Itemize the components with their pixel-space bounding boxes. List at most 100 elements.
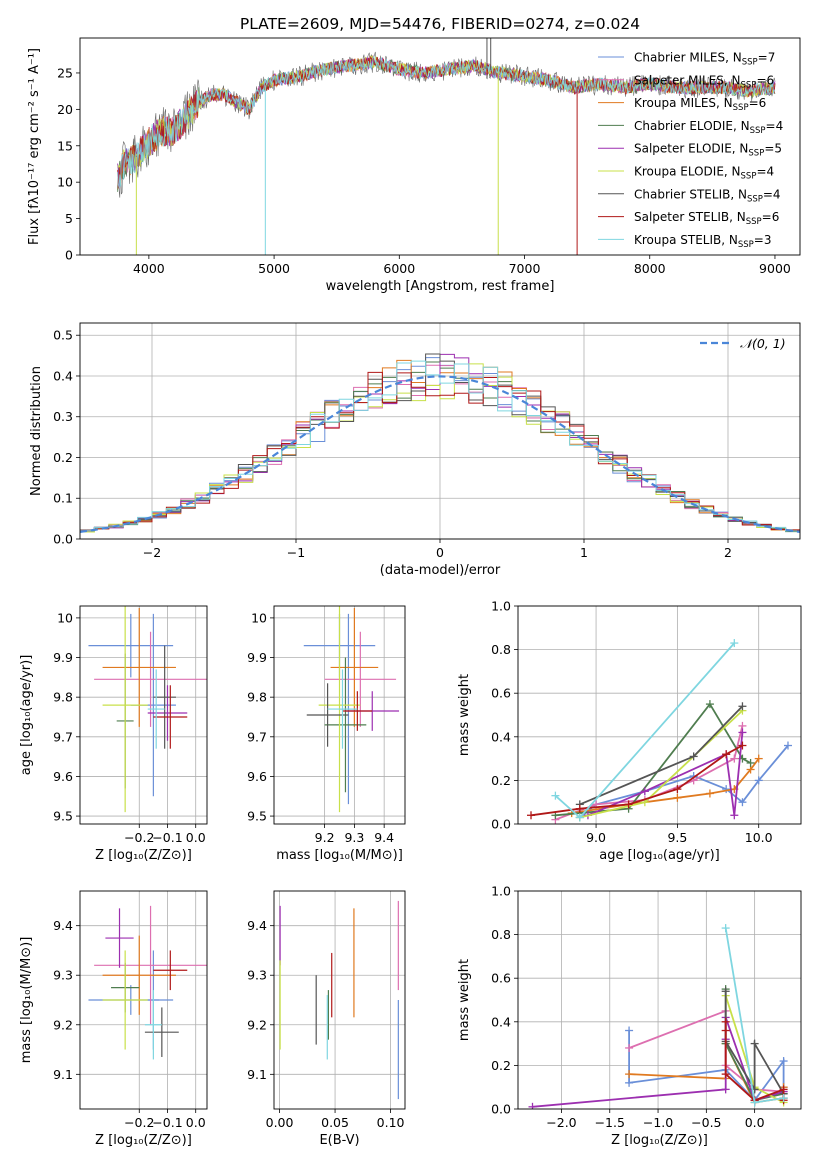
y-axis-label: Normed distribution: [29, 366, 44, 496]
x-tick-label: 0.0: [186, 1115, 206, 1130]
plot-area-mass-vs-ebv: [274, 891, 405, 1109]
errorbar-layer: [279, 900, 399, 1100]
marker: [738, 728, 747, 737]
legend-label: Kroupa STELIB, NSSP=3: [634, 233, 772, 250]
plot-background: [274, 891, 405, 1109]
y-tick-label: 20: [57, 102, 73, 117]
marker: [738, 702, 747, 711]
marker: [754, 776, 763, 785]
plot-area-age-vs-Z: [80, 606, 207, 824]
panel-spectrum: 4000 5000 6000 7000 8000 9000 0 5 10 15 20 25 wavele…: [27, 37, 801, 294]
y-tick-label: 0.0: [491, 817, 511, 832]
data-point: [327, 669, 358, 749]
x-tick-label: 0.05: [321, 1115, 349, 1130]
marker: [730, 639, 739, 648]
gaussian-curve: [80, 375, 800, 533]
data-point: [94, 905, 207, 1025]
marker: [721, 924, 730, 933]
y-axis-label: age [log₁₀(age/yr)]: [19, 655, 34, 776]
x-tick-label: −0.5: [691, 1115, 721, 1130]
y-tick-label: 9.4: [247, 918, 267, 933]
errorbar-layer: [88, 905, 207, 1060]
data-point: [153, 645, 176, 749]
marker: [750, 1098, 759, 1107]
marker: [527, 811, 536, 820]
data-point: [105, 908, 134, 968]
y-tick-label: 0.8: [491, 642, 511, 657]
y-tick-label: 9.1: [247, 1067, 267, 1082]
x-tick-label: 0: [436, 545, 444, 560]
plot-area-age-vs-mass: [274, 606, 405, 824]
y-tick-label: 9.5: [53, 809, 73, 824]
y-tick-label: 0.1: [53, 491, 73, 506]
marker: [730, 754, 739, 763]
errorbar-layer: [88, 606, 207, 813]
x-axis-label: age [log₁₀(age/yr)]: [599, 848, 720, 863]
marker: [779, 1085, 788, 1094]
x-axis-label: wavelength [Angstrom, rest frame]: [326, 279, 555, 294]
y-axis-label: mass weight: [457, 674, 472, 756]
x-tick-label: −2: [143, 545, 161, 560]
y-tick-label: 0.3: [53, 409, 73, 424]
y-axis-label: mass weight: [457, 959, 472, 1041]
x-tick-label: −2.0: [546, 1115, 576, 1130]
y-tick-label: 0.0: [53, 532, 73, 547]
y-tick-label: 10: [251, 610, 267, 625]
axes-layer: 4000 5000 6000 7000 8000 90000510152025wavele…: [19, 37, 802, 1148]
y-tick-label: 0.8: [491, 927, 511, 942]
marker: [754, 754, 763, 763]
y-tick-label: 25: [57, 65, 73, 80]
legend: Chabrier MILES, NSSP=7 Salpeter MILES, NS…: [598, 51, 783, 250]
marker: [722, 750, 731, 759]
axes-frame: [273, 890, 406, 1110]
x-tick-label: 9.2: [315, 830, 335, 845]
histogram-series-4: [80, 353, 800, 533]
legend-label: Chabrier ELODIE, NSSP=4: [634, 119, 783, 136]
x-tick-label: 9000: [759, 261, 791, 276]
marker: [721, 987, 730, 996]
plot-area-weight-vs-age: [518, 605, 801, 825]
histogram-series-5: [80, 363, 800, 533]
y-tick-label: 9.8: [53, 690, 73, 705]
axes-frame: [517, 890, 802, 1110]
marker: [721, 1026, 730, 1035]
x-tick-label: 5000: [258, 261, 290, 276]
marker: [528, 1102, 537, 1109]
panel-weight-vs-age: 9.0 9.5 10.0 0.0 0.2 0.4 0.6 0.8 1.0 age [log₁₀(a…: [457, 599, 802, 863]
axes-frame: [517, 605, 802, 825]
data-point: [318, 606, 361, 813]
y-tick-label: 9.6: [247, 769, 267, 784]
x-axis-label: Z [log₁₀(Z/Z⊙)]: [611, 1133, 708, 1148]
y-tick-label: 0.2: [491, 773, 511, 788]
legend-label: Chabrier STELIB, NSSP=4: [634, 187, 781, 204]
axes-frame: [79, 37, 801, 256]
x-tick-label: 9.5: [667, 830, 687, 845]
x-tick-label: 4000: [133, 261, 165, 276]
panel-mass-vs-ebv: 0.00 0.05 0.10 9.1 9.2 9.3 9.4 E(B-V): [247, 890, 406, 1148]
marker: [750, 1039, 759, 1048]
legend-label: 𝒩(0, 1): [740, 336, 786, 351]
marker: [738, 741, 747, 750]
y-tick-label: 0.6: [491, 686, 511, 701]
figure-title: PLATE=2609, MJD=54476, FIBERID=0274, z=0…: [240, 15, 640, 33]
marker: [624, 800, 633, 809]
data-point: [102, 950, 148, 1050]
panel-age-vs-Z: −0.2−0.1 0.0 9.5 9.6 9.7 9.8 9.9 10 Z [log₁₀(Z/Z…: [19, 605, 208, 863]
y-tick-label: 9.2: [247, 1017, 267, 1032]
y-tick-label: 9.5: [247, 809, 267, 824]
axes-frame: [79, 322, 801, 540]
errorbar-layer: [303, 606, 400, 813]
histogram-series-7: [80, 371, 800, 531]
plot-area-spectrum: [80, 38, 800, 255]
x-tick-label: 9.3: [344, 830, 364, 845]
legend-label: Salpeter STELIB, NSSP=6: [634, 210, 779, 227]
data-point: [147, 669, 165, 749]
marker: [575, 804, 584, 813]
y-tick-label: 0.5: [53, 328, 73, 343]
x-axis-label: mass [log₁₀(M/M⊙)]: [276, 848, 403, 863]
marker: [689, 752, 698, 761]
legend-label: Salpeter ELODIE, NSSP=5: [634, 142, 782, 159]
y-tick-label: 9.4: [53, 918, 73, 933]
x-tick-label: 6000: [383, 261, 415, 276]
marker: [705, 700, 714, 709]
